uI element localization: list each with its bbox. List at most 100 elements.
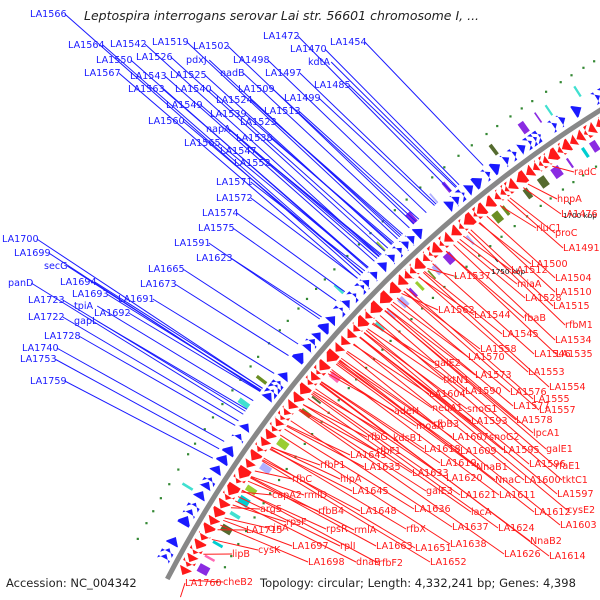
gene-label[interactable]: LA1557 xyxy=(539,405,576,416)
gene-label[interactable]: LA1497 xyxy=(265,68,302,79)
gene-label[interactable]: LA1697 xyxy=(292,541,329,552)
gene-label[interactable]: LA1621 xyxy=(460,490,497,501)
gene-label[interactable]: LA1499 xyxy=(284,93,321,104)
gene-label[interactable]: LA1526 xyxy=(136,52,173,63)
gene-label[interactable]: LA1643 xyxy=(350,450,387,461)
gene-label[interactable]: LA1549 xyxy=(166,100,203,111)
gene-label[interactable]: LA1560 xyxy=(148,116,185,127)
gene-label[interactable]: LA1753 xyxy=(20,354,57,365)
gene-label[interactable]: LA1574 xyxy=(202,208,239,219)
gene-label[interactable]: snoG2 xyxy=(489,432,520,443)
gene-label[interactable]: LA1578 xyxy=(516,415,553,426)
gene-label[interactable]: LA1609 xyxy=(460,446,497,457)
gene-label[interactable]: LA1693 xyxy=(72,289,109,300)
gene-label[interactable]: LA1535 xyxy=(556,349,593,360)
gene-label[interactable]: rfbF1 xyxy=(376,446,401,457)
gene-label[interactable]: LA1485 xyxy=(314,80,351,91)
gene-label[interactable]: LA1760 xyxy=(185,578,222,589)
gene-label[interactable]: galE1 xyxy=(546,444,573,455)
gene-label[interactable]: LA1542 xyxy=(110,39,147,50)
gene-label[interactable]: LA1572 xyxy=(216,193,253,204)
gene-label[interactable]: lipB xyxy=(232,549,250,560)
gene-label[interactable]: LA1623 xyxy=(196,253,233,264)
gene-label[interactable]: LA1665 xyxy=(148,264,185,275)
gene-label[interactable]: LA1648 xyxy=(360,506,397,517)
gene-label[interactable]: LA1476 xyxy=(561,209,598,220)
gene-label[interactable]: NnaB2 xyxy=(530,536,562,547)
gene-label[interactable]: LA1691 xyxy=(118,294,155,305)
gene-label[interactable]: LA1722 xyxy=(28,312,65,323)
gene-label[interactable]: rfbM1 xyxy=(565,320,593,331)
gene-label[interactable]: LA1553 xyxy=(528,367,565,378)
gene-label[interactable]: LA1700 xyxy=(2,234,39,245)
gene-label[interactable]: LA1591 xyxy=(174,238,211,249)
gene-label[interactable]: nadB xyxy=(220,68,245,79)
gene-label[interactable]: LA1563 xyxy=(128,84,165,95)
gene-label[interactable]: LA1593 xyxy=(471,416,508,427)
gene-label[interactable]: fbaB xyxy=(524,313,546,324)
gene-label[interactable]: LA1570 xyxy=(468,352,505,363)
gene-label[interactable]: capA2 xyxy=(272,490,302,501)
gene-label[interactable]: LA1552 xyxy=(234,158,271,169)
gene-label[interactable]: rfbP1 xyxy=(320,460,345,471)
gene-label[interactable]: galE3 xyxy=(426,486,453,497)
gene-label[interactable]: adeH xyxy=(394,406,419,417)
gene-label[interactable]: LA1633 xyxy=(412,468,449,479)
gene-label[interactable]: LA1562 xyxy=(438,305,475,316)
gene-label[interactable]: tktC1 xyxy=(562,475,588,486)
gene-label[interactable]: NnaC xyxy=(495,475,521,486)
gene-label[interactable]: rfbG xyxy=(367,432,388,443)
gene-label[interactable]: miaA xyxy=(517,279,542,290)
gene-label[interactable]: LA1645 xyxy=(352,486,389,497)
gene-label[interactable]: tpiA xyxy=(74,301,94,312)
gene-label[interactable]: LA1573 xyxy=(475,370,512,381)
gene-label[interactable]: cinA xyxy=(268,523,289,534)
gene-label[interactable]: rmlA xyxy=(354,525,377,536)
gene-label[interactable]: LA1635 xyxy=(364,462,401,473)
gene-label[interactable]: LA1470 xyxy=(290,44,327,55)
gene-label[interactable]: LA1543 xyxy=(130,71,167,82)
gene-label[interactable]: LA1692 xyxy=(94,308,131,319)
gene-label[interactable]: LA1651 xyxy=(415,543,452,554)
gene-label[interactable]: LA1539 xyxy=(210,109,247,120)
gene-label[interactable]: snoG1 xyxy=(467,404,498,415)
gene-label[interactable]: LA1567 xyxy=(84,68,121,79)
gene-label[interactable]: LA1544 xyxy=(474,310,511,321)
gene-label[interactable]: LA1652 xyxy=(430,557,467,568)
gene-label[interactable]: lpcA1 xyxy=(533,428,560,439)
gene-label[interactable]: LA1500 xyxy=(531,259,568,270)
gene-label[interactable]: cysE2 xyxy=(567,505,595,516)
gene-label[interactable]: LA1600 xyxy=(524,475,561,486)
gene-label[interactable]: LA1454 xyxy=(330,37,367,48)
gene-label[interactable]: hlpA xyxy=(340,474,362,485)
gene-label[interactable]: napA xyxy=(206,124,231,135)
gene-label[interactable]: rfbX xyxy=(406,524,426,535)
gene-label[interactable]: hppA xyxy=(557,194,582,205)
gene-label[interactable]: rfbC xyxy=(292,474,312,485)
gene-label[interactable]: neuA1 xyxy=(432,403,463,414)
gene-label[interactable]: kdsB1 xyxy=(393,433,422,444)
gene-label[interactable]: LA1538 xyxy=(236,133,273,144)
gene-label[interactable]: LA1545 xyxy=(502,329,539,340)
gene-label[interactable]: LA1637 xyxy=(452,522,489,533)
gene-label[interactable]: moaA xyxy=(416,421,444,432)
gene-label[interactable]: rpsF xyxy=(286,517,307,528)
gene-label[interactable]: LA1525 xyxy=(170,70,207,81)
gene-label[interactable]: LA1528 xyxy=(525,293,562,304)
gene-label[interactable]: LA1512 xyxy=(511,265,548,276)
gene-label[interactable]: LA1759 xyxy=(30,376,67,387)
gene-label[interactable]: rfbB4 xyxy=(318,506,344,517)
gene-label[interactable]: LA1604 xyxy=(429,389,466,400)
gene-label[interactable]: LA1513 xyxy=(264,106,301,117)
gene-label[interactable]: NnaB1 xyxy=(476,462,508,473)
gene-label[interactable]: pdxJ xyxy=(186,55,207,66)
gene-label[interactable]: LA1728 xyxy=(44,331,81,342)
gene-label[interactable]: cheB2 xyxy=(223,577,253,588)
gene-label[interactable]: LA1624 xyxy=(498,523,535,534)
gene-label[interactable]: LA1537 xyxy=(454,271,491,282)
gene-label[interactable]: LA1515 xyxy=(553,301,590,312)
gene-label[interactable]: gapL xyxy=(74,316,98,327)
gene-label[interactable]: rluC1 xyxy=(536,223,562,234)
gene-label[interactable]: LA1571 xyxy=(216,177,253,188)
gene-label[interactable]: LA1566 xyxy=(30,9,67,20)
